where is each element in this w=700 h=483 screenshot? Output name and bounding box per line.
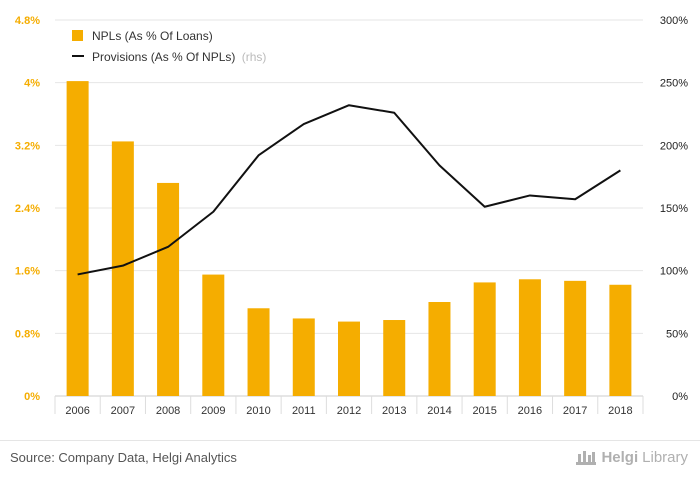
npl-bar: [292, 318, 315, 396]
right-tick-label: 150%: [660, 203, 688, 215]
npl-bar: [564, 280, 587, 396]
npl-bar: [383, 320, 406, 396]
x-tick-label: 2014: [427, 405, 451, 417]
logo-word-helgi: Helgi: [601, 448, 639, 466]
right-tick-label: 300%: [660, 15, 688, 27]
left-tick-label: 4.8%: [15, 15, 40, 27]
footer-divider: [0, 440, 700, 441]
x-tick-label: 2013: [382, 405, 406, 417]
legend-swatch-npl: [72, 30, 83, 41]
x-tick-label: 2009: [201, 405, 225, 417]
npl-bar: [518, 279, 541, 396]
left-tick-label: 3.2%: [15, 140, 40, 152]
combo-chart: 0% 0.8% 1.6% 2.4% 3.2% 4% 4.8% 0% 50% 100% 150% 20…: [15, 15, 688, 417]
left-tick-label: 0.8%: [15, 328, 40, 340]
x-tick-label: 2012: [337, 405, 361, 417]
legend-label-npl: NPLs (As % Of Loans): [92, 29, 213, 43]
library-icon: [576, 451, 597, 465]
npl-bar: [428, 302, 451, 396]
npl-bar: [66, 81, 89, 396]
right-tick-label: 100%: [660, 266, 688, 278]
npl-bar: [247, 308, 270, 396]
provisions-line: [77, 104, 621, 276]
right-tick-label: 50%: [666, 328, 688, 340]
left-tick-label: 2.4%: [15, 203, 40, 215]
npl-bars: [66, 81, 632, 396]
right-tick-label: 0%: [672, 391, 688, 403]
left-tick-label: 1.6%: [15, 266, 40, 278]
x-tick-label: 2017: [563, 405, 587, 417]
x-tick-label: 2015: [472, 405, 496, 417]
npl-bar: [338, 321, 360, 396]
x-tick-label: 2007: [111, 405, 135, 417]
right-tick-label: 200%: [660, 140, 688, 152]
left-tick-label: 0%: [24, 391, 40, 403]
legend: NPLs (As % Of Loans) Provisions (As % Of…: [72, 29, 266, 64]
helgi-library-logo: Helgi Library: [575, 448, 688, 466]
npl-bar: [202, 274, 225, 396]
logo-word-library: Library: [642, 448, 688, 466]
source-note: Source: Company Data, Helgi Analytics: [10, 450, 237, 465]
legend-label-provisions: Provisions (As % Of NPLs) (rhs): [92, 50, 266, 64]
x-tick-label: 2006: [65, 405, 89, 417]
npl-bar: [111, 141, 134, 396]
npl-bar: [473, 282, 496, 396]
left-axis: 0% 0.8% 1.6% 2.4% 3.2% 4% 4.8%: [15, 15, 40, 403]
x-tick-label: 2016: [518, 405, 542, 417]
x-tick-label: 2011: [292, 405, 316, 417]
x-tick-label: 2010: [246, 405, 270, 417]
npl-bar: [609, 284, 632, 396]
x-axis: 2006 2007 2008 2009 2010 2011 2012 2013 2014 2015…: [54, 396, 644, 417]
x-tick-label: 2018: [608, 405, 632, 417]
left-tick-label: 4%: [24, 78, 40, 90]
x-tick-label: 2008: [156, 405, 180, 417]
right-tick-label: 250%: [660, 78, 688, 90]
right-axis: 0% 50% 100% 150% 200% 250% 300%: [660, 15, 688, 403]
npl-bar: [157, 182, 180, 396]
grid-lines: [55, 19, 643, 397]
